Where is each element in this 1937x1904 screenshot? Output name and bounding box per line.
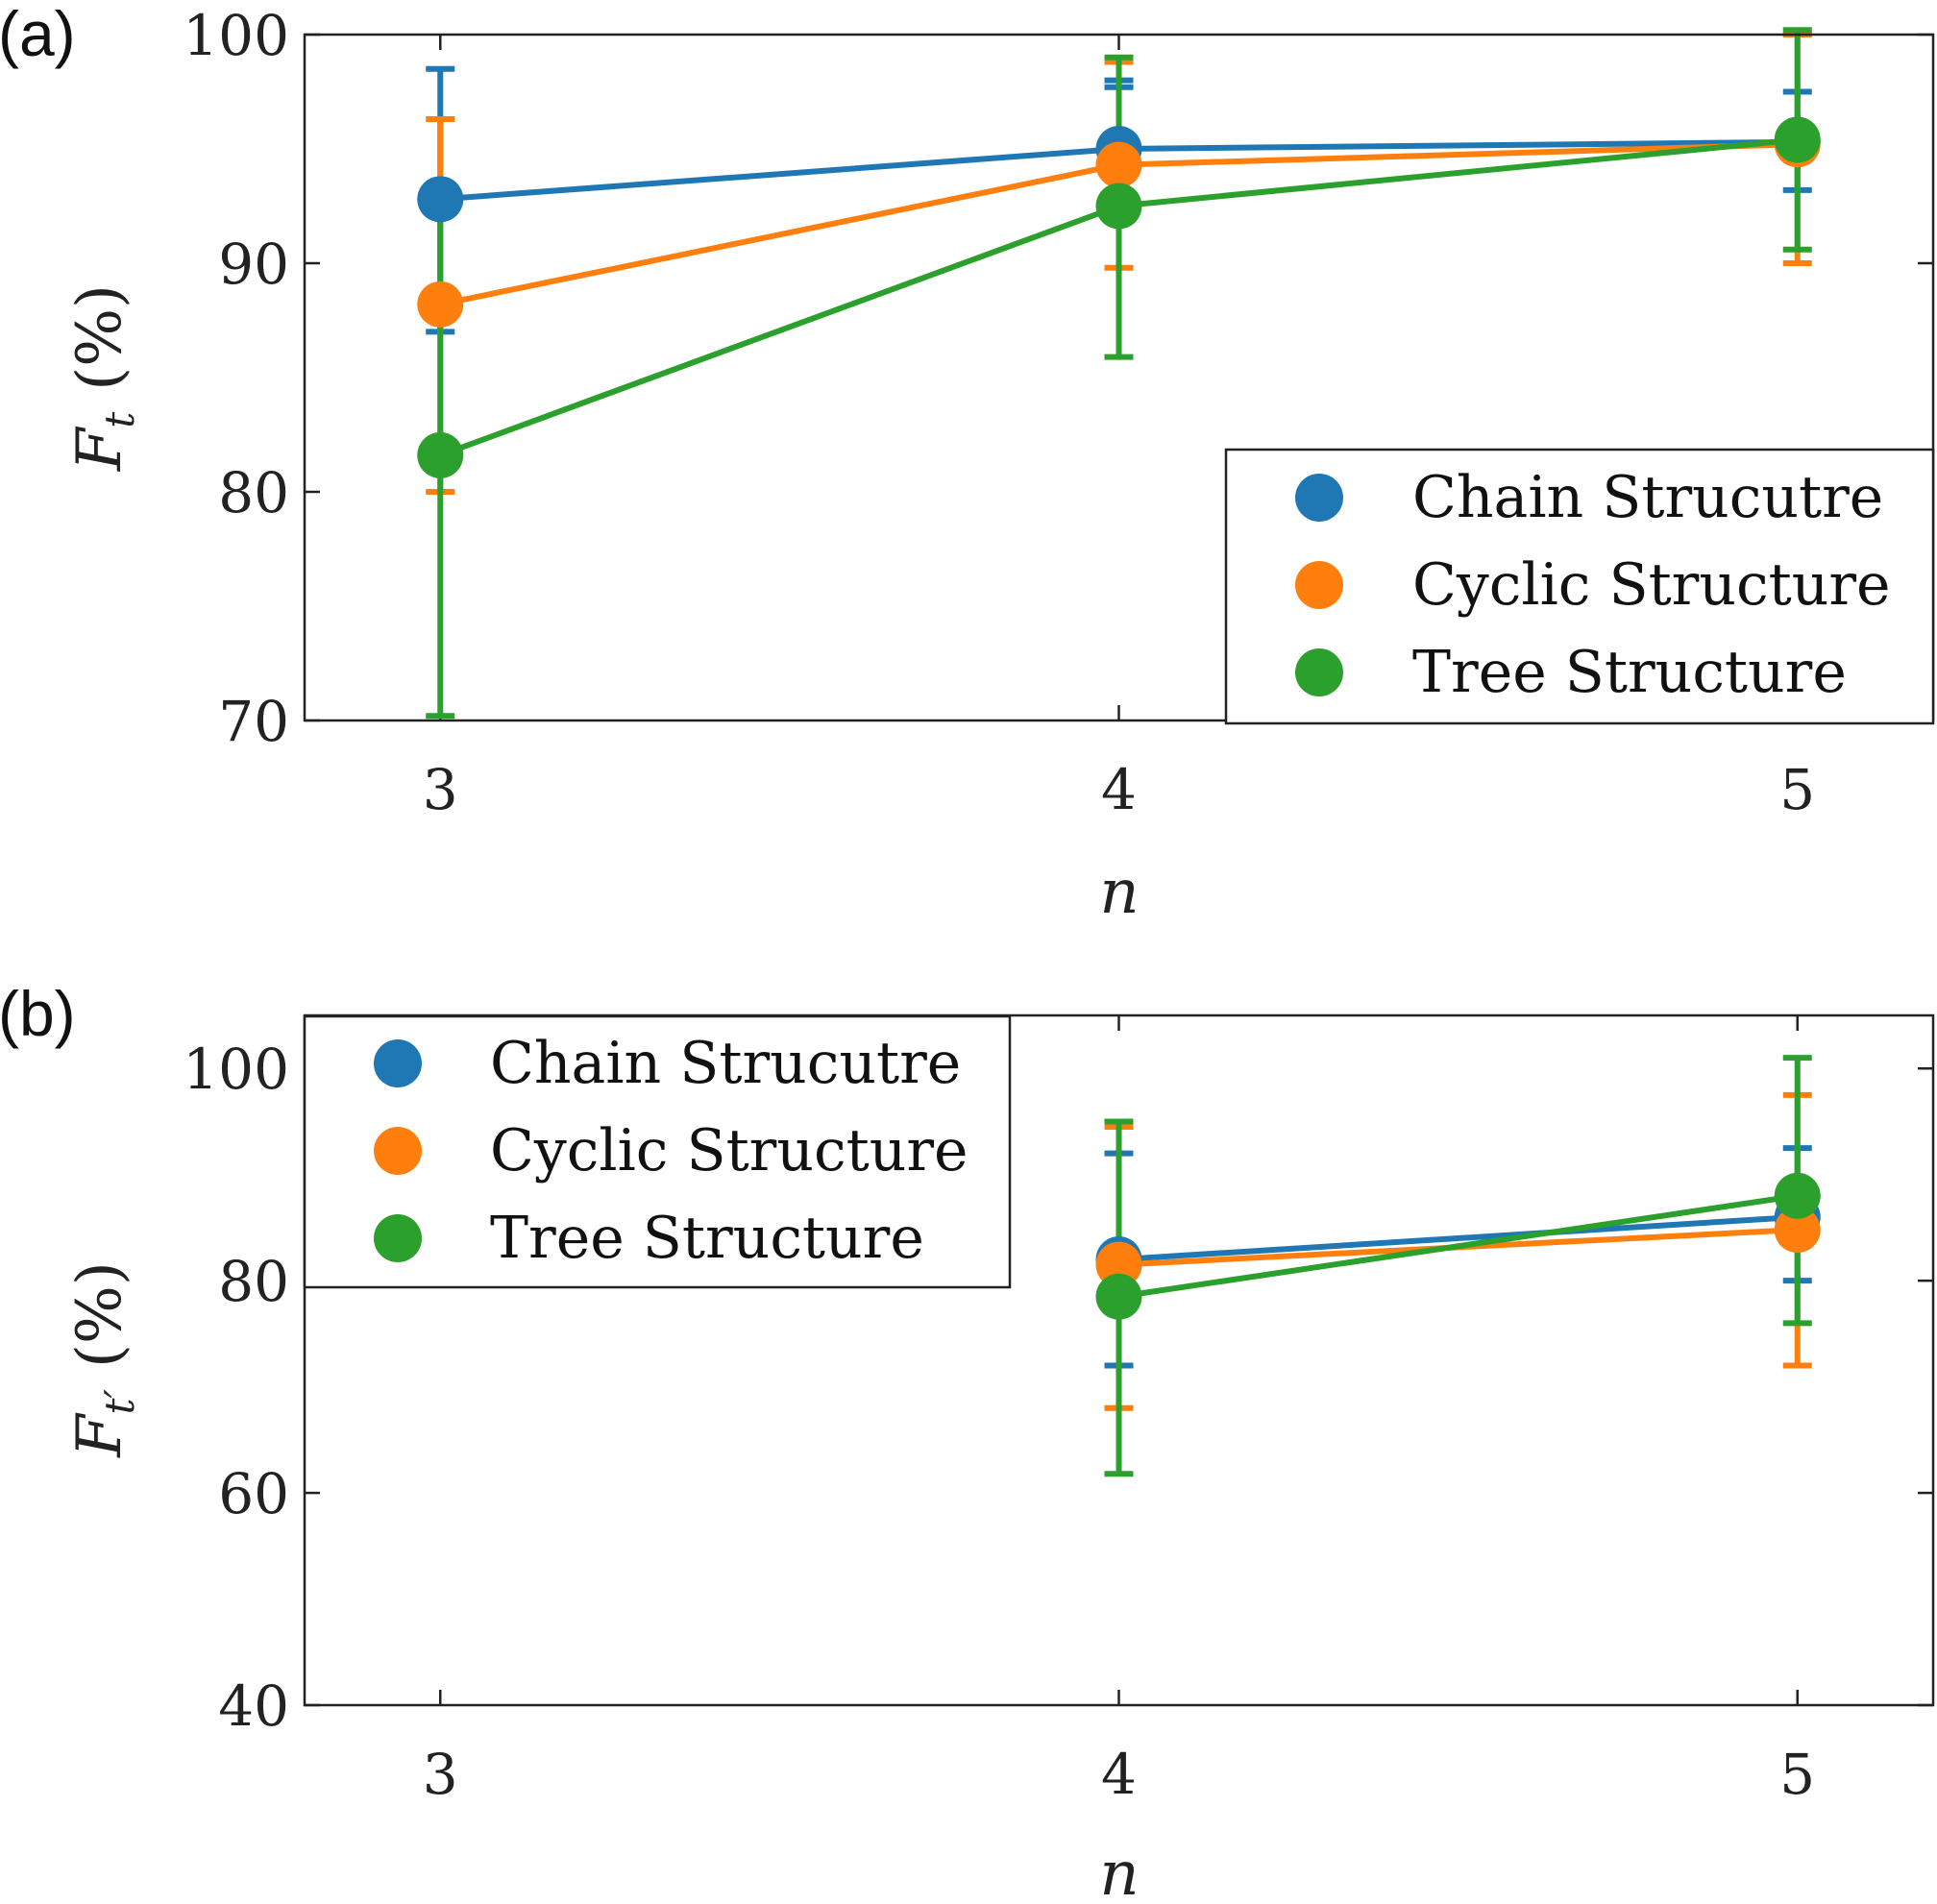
panel-b-chart: (b) 3 4 5 40 60 80 100 n Ft′ (%) Chain Strucutr… xyxy=(0,978,1935,1904)
panel-a-legend-box xyxy=(1224,448,1935,725)
panel-b-ylabel-unit: (%) xyxy=(64,1261,135,1368)
panel-a-ytick-label: 70 xyxy=(218,689,289,754)
svg-text:Ft′(%): Ft′ (%) xyxy=(64,1261,143,1458)
panel-b-xlabel: n xyxy=(1099,1839,1139,1904)
svg-text:Ft(%): Ft (%) xyxy=(64,284,143,472)
panel-a-axes-frame xyxy=(303,33,1935,722)
panel-a-cyclic-point xyxy=(1095,141,1142,188)
panel-a-legend-marker-chain xyxy=(1295,474,1343,522)
panel-a-legend-marker-cyclic xyxy=(1295,561,1343,609)
panel-a-legend: Chain Strucutre Cyclic Structure Tree Stru… xyxy=(1224,448,1935,725)
panel-a-chain-point xyxy=(417,176,464,223)
panel-b-legend-marker-tree xyxy=(374,1214,422,1262)
panel-b-legend-marker-cyclic xyxy=(374,1127,422,1175)
panel-a-ticks: 3 4 5 70 80 90 100 xyxy=(183,3,1933,822)
panel-b-ylabel-sub: t′ xyxy=(96,1389,143,1415)
panel-a-legend-marker-tree xyxy=(1295,648,1343,696)
panel-a-xlabel: n xyxy=(1099,857,1139,928)
panel-b-ylabel: Ft′ (%) xyxy=(64,1261,143,1458)
panel-a-tree-point xyxy=(417,431,464,478)
panel-b-legend-label-chain: Chain Strucutre xyxy=(490,1030,961,1097)
panel-b-ytick-label: 40 xyxy=(218,1673,289,1739)
panel-a-ytick-label: 80 xyxy=(218,460,289,525)
panel-a-ytick-label: 90 xyxy=(218,232,289,297)
panel-b-tree-point xyxy=(1774,1172,1821,1219)
panel-a-label: (a) xyxy=(0,0,76,69)
panel-a-tree-point xyxy=(1774,116,1821,163)
panel-a-ytick-label: 100 xyxy=(183,3,289,68)
panel-a-legend-label-cyclic: Cyclic Structure xyxy=(1412,551,1891,619)
panel-b-tree-line xyxy=(1118,1192,1799,1300)
panel-b-legend-marker-chain xyxy=(374,1039,422,1087)
panel-b-cyclic-point xyxy=(1095,1241,1142,1288)
panel-b-ticks: 3 4 5 40 60 80 100 xyxy=(183,1015,1933,1807)
panel-a-tree-point xyxy=(1095,183,1142,230)
panel-a-xtick-label: 5 xyxy=(1779,757,1815,822)
panel-b-lines xyxy=(1118,1192,1799,1300)
panel-b-chain-line xyxy=(1118,1213,1798,1263)
panel-b-errorbars xyxy=(1104,1055,1812,1477)
panel-a-markers xyxy=(417,116,1821,478)
panel-a-ylabel: Ft (%) xyxy=(64,284,143,472)
panel-a-legend-label-tree: Tree Structure xyxy=(1412,639,1847,706)
panel-b-legend: Chain Strucutre Cyclic Structure Tree Stru… xyxy=(303,1014,1012,1289)
panel-a-ylabel-sub: t xyxy=(96,412,143,428)
panel-b-markers xyxy=(1095,1172,1821,1320)
panel-b-xtick-label: 4 xyxy=(1101,1742,1137,1807)
panel-b-axes-frame xyxy=(303,1013,1935,1707)
panel-b-ytick-label: 80 xyxy=(218,1249,289,1314)
panel-b-ylabel-main: F xyxy=(64,1412,135,1458)
panel-a-ylabel-unit: (%) xyxy=(64,284,135,391)
panel-b-legend-label-cyclic: Cyclic Structure xyxy=(490,1117,968,1184)
panel-b-legend-box xyxy=(303,1014,1012,1289)
panel-b-xtick-label: 5 xyxy=(1779,1742,1815,1807)
panel-b-xtick-label: 3 xyxy=(423,1742,458,1807)
panel-b-ytick-label: 100 xyxy=(183,1037,289,1102)
panel-b-ytick-label: 60 xyxy=(218,1461,289,1526)
panel-a-xtick-label: 3 xyxy=(423,757,458,822)
panel-a-ylabel-main: F xyxy=(64,426,135,472)
panel-b-legend-label-tree: Tree Structure xyxy=(490,1205,924,1272)
panel-a-cyclic-point xyxy=(417,281,464,328)
panel-b-label: (b) xyxy=(0,978,76,1049)
panel-b-tree-point xyxy=(1095,1273,1142,1320)
panel-a-legend-label-chain: Chain Strucutre xyxy=(1412,464,1883,531)
panel-b-cyclic-point xyxy=(1774,1207,1821,1254)
panel-a-xtick-label: 4 xyxy=(1101,757,1137,822)
panel-a-chart: (a) 3 4 5 70 80 90 100 n Ft (%) Chain Strucutre… xyxy=(0,0,1935,928)
